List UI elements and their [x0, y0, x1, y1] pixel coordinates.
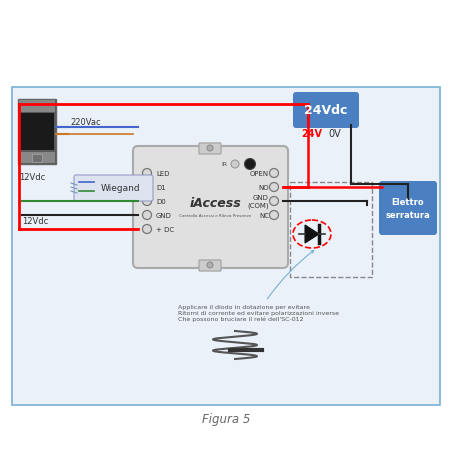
FancyBboxPatch shape — [18, 100, 56, 165]
Circle shape — [269, 211, 278, 220]
FancyBboxPatch shape — [12, 88, 439, 405]
Text: Figura 5: Figura 5 — [201, 413, 250, 426]
Text: Wiegand: Wiegand — [101, 184, 141, 193]
Text: NC: NC — [258, 212, 268, 219]
FancyBboxPatch shape — [19, 101, 55, 113]
Circle shape — [207, 262, 212, 268]
FancyBboxPatch shape — [74, 175, 152, 202]
Text: 24V: 24V — [300, 129, 321, 139]
Circle shape — [142, 169, 151, 178]
FancyBboxPatch shape — [198, 260, 221, 272]
Text: Applicare il diodo in dotazione per evitare
Ritorni di corrente ed evitare polar: Applicare il diodo in dotazione per evit… — [178, 251, 338, 322]
Text: D0: D0 — [156, 198, 166, 205]
Text: LED: LED — [156, 170, 169, 177]
Text: OPEN: OPEN — [249, 170, 268, 177]
FancyBboxPatch shape — [133, 147, 287, 268]
Circle shape — [269, 169, 278, 178]
Text: 0V: 0V — [327, 129, 340, 139]
Circle shape — [269, 183, 278, 192]
FancyBboxPatch shape — [19, 152, 55, 164]
Text: IR: IR — [221, 162, 227, 167]
Circle shape — [269, 197, 278, 206]
Text: 24Vdc: 24Vdc — [304, 104, 347, 117]
Text: GND: GND — [156, 212, 171, 219]
Text: 220Vac: 220Vac — [70, 118, 101, 127]
FancyBboxPatch shape — [198, 144, 221, 155]
FancyBboxPatch shape — [378, 182, 436, 235]
Text: Controllo Accessi e Rileva Presenze: Controllo Accessi e Rileva Presenze — [179, 213, 250, 217]
FancyBboxPatch shape — [292, 93, 358, 129]
Text: 12Vdc: 12Vdc — [22, 216, 48, 226]
Text: + DC: + DC — [156, 226, 174, 232]
Circle shape — [244, 159, 255, 170]
Circle shape — [207, 146, 212, 152]
Text: GND
(COM): GND (COM) — [247, 195, 268, 208]
FancyBboxPatch shape — [20, 114, 54, 151]
Circle shape — [142, 197, 151, 206]
Bar — [290, 183, 371, 277]
Text: 12Vdc: 12Vdc — [19, 173, 45, 182]
Text: Elettro
serratura: Elettro serratura — [385, 198, 429, 219]
Circle shape — [142, 211, 151, 220]
Circle shape — [142, 183, 151, 192]
Polygon shape — [304, 226, 318, 244]
Circle shape — [230, 161, 239, 169]
Text: D1: D1 — [156, 184, 166, 191]
Circle shape — [142, 225, 151, 234]
Text: iAccess: iAccess — [189, 197, 240, 210]
FancyBboxPatch shape — [32, 155, 42, 163]
Text: NO: NO — [258, 184, 268, 191]
